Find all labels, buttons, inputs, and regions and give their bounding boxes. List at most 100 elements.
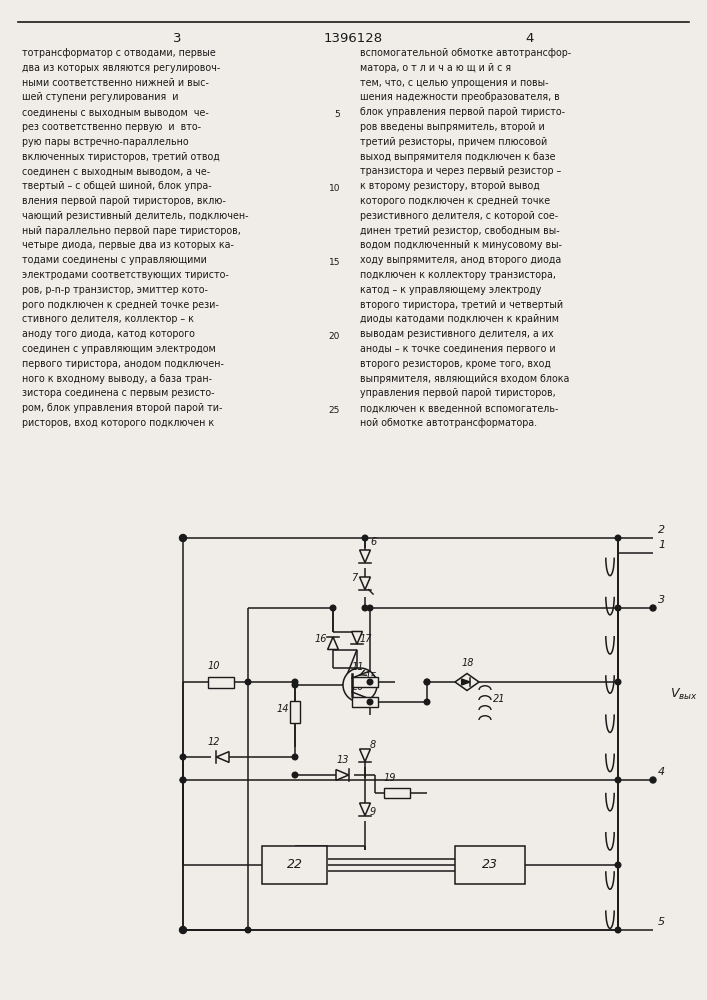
Text: ного к входному выводу, а база тран-: ного к входному выводу, а база тран-	[22, 374, 212, 384]
Text: ходу выпрямителя, анод второго диода: ходу выпрямителя, анод второго диода	[360, 255, 561, 265]
Circle shape	[292, 679, 298, 685]
Text: 12: 12	[208, 737, 221, 747]
Text: второго тиристора, третий и четвертый: второго тиристора, третий и четвертый	[360, 300, 563, 310]
Bar	[352, 697, 378, 707]
Text: подключен к введенной вспомогатель-: подключен к введенной вспомогатель-	[360, 403, 559, 413]
Polygon shape	[351, 632, 363, 644]
Text: 3: 3	[173, 32, 181, 45]
Text: выпрямителя, являющийся входом блока: выпрямителя, являющийся входом блока	[360, 374, 569, 384]
Text: катод – к управляющему электроду: катод – к управляющему электроду	[360, 285, 542, 295]
Text: рую пары встречно-параллельно: рую пары встречно-параллельно	[22, 137, 189, 147]
Text: 5: 5	[658, 917, 665, 927]
Circle shape	[180, 534, 187, 542]
Text: управления первой парой тиристоров,: управления первой парой тиристоров,	[360, 388, 556, 398]
Text: соединены с выходным выводом  че-: соединены с выходным выводом че-	[22, 107, 209, 117]
Text: 1396128: 1396128	[323, 32, 382, 45]
Text: вления первой парой тиристоров, вклю-: вления первой парой тиристоров, вклю-	[22, 196, 226, 206]
Circle shape	[245, 927, 251, 933]
Circle shape	[367, 679, 373, 685]
Circle shape	[292, 682, 298, 688]
Polygon shape	[455, 674, 479, 690]
Text: 17: 17	[360, 635, 373, 645]
Text: 22: 22	[287, 858, 303, 871]
Text: электродами соответствующих тиристо-: электродами соответствующих тиристо-	[22, 270, 229, 280]
Text: аноду того диода, катод которого: аноду того диода, катод которого	[22, 329, 195, 339]
Text: ный параллельно первой паре тиристоров,: ный параллельно первой паре тиристоров,	[22, 226, 241, 236]
Circle shape	[424, 679, 430, 685]
Text: к второму резистору, второй вывод: к второму резистору, второй вывод	[360, 181, 539, 191]
Text: ристоров, вход которого подключен к: ристоров, вход которого подключен к	[22, 418, 214, 428]
Text: $V_{вых}$: $V_{вых}$	[670, 686, 698, 702]
Text: 3: 3	[658, 595, 665, 605]
Text: ров, р-n-р транзистор, эмиттер кото-: ров, р-n-р транзистор, эмиттер кото-	[22, 285, 208, 295]
Circle shape	[180, 926, 187, 934]
Bar	[262, 846, 327, 884]
Polygon shape	[336, 770, 349, 780]
Text: 19: 19	[384, 773, 397, 783]
Text: блок управления первой парой тиристо-: блок управления первой парой тиристо-	[360, 107, 565, 117]
Polygon shape	[360, 550, 370, 563]
Text: соединен с управляющим электродом: соединен с управляющим электродом	[22, 344, 216, 354]
Circle shape	[615, 862, 621, 868]
Circle shape	[615, 777, 621, 783]
Text: 16: 16	[315, 635, 327, 645]
Text: динен третий резистор, свободным вы-: динен третий резистор, свободным вы-	[360, 226, 560, 236]
Text: 15: 15	[365, 672, 378, 682]
Text: 15: 15	[329, 258, 340, 267]
Circle shape	[424, 699, 430, 705]
Polygon shape	[327, 637, 339, 650]
Text: 21: 21	[493, 694, 506, 704]
Text: 18: 18	[462, 658, 474, 668]
Polygon shape	[462, 679, 470, 685]
Text: резистивного делителя, с которой сое-: резистивного делителя, с которой сое-	[360, 211, 558, 221]
Text: 4: 4	[658, 767, 665, 777]
Bar	[455, 846, 525, 884]
Circle shape	[615, 605, 621, 611]
Text: первого тиристора, анодом подключен-: первого тиристора, анодом подключен-	[22, 359, 224, 369]
Text: 25: 25	[329, 406, 340, 415]
Circle shape	[615, 535, 621, 541]
Text: 13: 13	[337, 755, 349, 765]
Text: третий резисторы, причем плюсовой: третий резисторы, причем плюсовой	[360, 137, 547, 147]
Text: зистора соединена с первым резисто-: зистора соединена с первым резисто-	[22, 388, 214, 398]
Text: тем, что, с целью упрощения и повы-: тем, что, с целью упрощения и повы-	[360, 78, 549, 88]
Text: 8: 8	[370, 740, 376, 750]
Text: диоды катодами подключен к крайним: диоды катодами подключен к крайним	[360, 314, 559, 324]
Text: которого подключен к средней точке: которого подключен к средней точке	[360, 196, 550, 206]
Text: 10: 10	[208, 661, 221, 671]
Text: тотрансформатор с отводами, первые: тотрансформатор с отводами, первые	[22, 48, 216, 58]
Text: соединен с выходным выводом, а че-: соединен с выходным выводом, а че-	[22, 166, 210, 176]
Circle shape	[650, 777, 656, 783]
Polygon shape	[216, 752, 229, 762]
Text: 9: 9	[370, 807, 376, 817]
Polygon shape	[360, 803, 370, 816]
Text: 1: 1	[658, 540, 665, 550]
Circle shape	[180, 777, 186, 783]
Circle shape	[362, 605, 368, 611]
Text: 5: 5	[334, 110, 340, 119]
Circle shape	[330, 605, 336, 611]
Text: подключен к коллектору транзистора,: подключен к коллектору транзистора,	[360, 270, 556, 280]
Text: ной обмотке автотрансформатора.: ной обмотке автотрансформатора.	[360, 418, 537, 428]
Circle shape	[180, 777, 186, 783]
Text: рого подключен к средней точке рези-: рого подключен к средней точке рези-	[22, 300, 218, 310]
Text: 6: 6	[370, 537, 376, 547]
Bar	[208, 676, 234, 688]
Text: 20: 20	[352, 682, 365, 692]
Text: выход выпрямителя подключен к базе: выход выпрямителя подключен к базе	[360, 152, 556, 162]
Circle shape	[367, 605, 373, 611]
Text: твертый – с общей шиной, блок упра-: твертый – с общей шиной, блок упра-	[22, 181, 211, 191]
Text: 20: 20	[329, 332, 340, 341]
Text: аноды – к точке соединения первого и: аноды – к точке соединения первого и	[360, 344, 556, 354]
Circle shape	[650, 605, 656, 611]
Text: водом подключенный к минусовому вы-: водом подключенный к минусовому вы-	[360, 240, 562, 250]
Circle shape	[615, 927, 621, 933]
Text: матора, о т л и ч а ю щ и й с я: матора, о т л и ч а ю щ и й с я	[360, 63, 511, 73]
Bar	[290, 701, 300, 723]
Text: чающий резистивный делитель, подключен-: чающий резистивный делитель, подключен-	[22, 211, 248, 221]
Text: ром, блок управления второй парой ти-: ром, блок управления второй парой ти-	[22, 403, 223, 413]
Circle shape	[424, 679, 430, 685]
Text: второго резисторов, кроме того, вход: второго резисторов, кроме того, вход	[360, 359, 551, 369]
Text: шения надежности преобразователя, в: шения надежности преобразователя, в	[360, 92, 560, 102]
Text: 11: 11	[352, 662, 365, 672]
